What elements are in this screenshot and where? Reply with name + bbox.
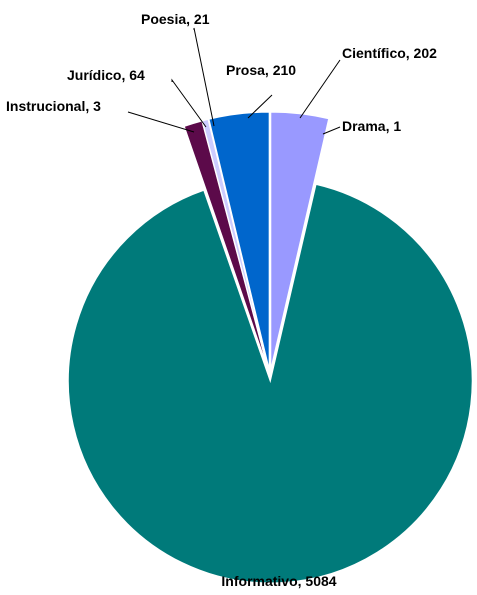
data-label-poesia: Poesia, 21 (141, 11, 210, 27)
leader-line-instrucional (127, 111, 195, 133)
leader-line-poesia (193, 27, 215, 127)
data-label-cientifico: Científico, 202 (342, 45, 437, 61)
data-label-drama: Drama, 1 (342, 118, 401, 134)
leader-line-drama (322, 126, 341, 135)
pie-slice-poesia (201, 118, 270, 371)
pie-slice-cientifico (270, 111, 330, 371)
leader-line-cientifico (299, 59, 341, 119)
data-label-juridico: Jurídico, 64 (67, 67, 145, 83)
pie-slice-prosa (208, 111, 270, 371)
pie-slice-informativo (67, 183, 473, 584)
data-label-informativo: Informativo, 5084 (221, 573, 336, 589)
data-label-instrucional: Instrucional, 3 (6, 98, 101, 114)
leader-line-prosa (247, 94, 273, 119)
data-label-prosa: Prosa, 210 (226, 62, 296, 78)
pie-slice-drama (270, 118, 331, 371)
leader-line-juridico (171, 78, 207, 128)
